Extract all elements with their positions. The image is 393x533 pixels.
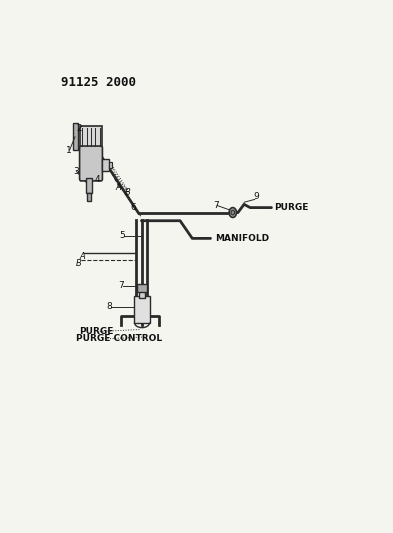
Text: B: B bbox=[125, 188, 130, 197]
Text: PURGE CONTROL: PURGE CONTROL bbox=[76, 334, 162, 343]
Text: 6: 6 bbox=[131, 203, 136, 212]
Bar bbox=[140, 288, 145, 298]
Text: 5: 5 bbox=[119, 231, 125, 240]
Text: B: B bbox=[76, 259, 82, 268]
Bar bbox=[86, 193, 91, 200]
Circle shape bbox=[229, 207, 237, 217]
Text: 91125 2000: 91125 2000 bbox=[61, 76, 136, 89]
Text: 7: 7 bbox=[119, 281, 124, 290]
Text: PURGE: PURGE bbox=[79, 327, 113, 336]
Bar bbox=[86, 177, 92, 193]
Bar bbox=[138, 284, 147, 292]
FancyBboxPatch shape bbox=[79, 146, 103, 181]
Text: A: A bbox=[79, 252, 85, 261]
Text: PURGE: PURGE bbox=[274, 203, 308, 212]
Text: 1: 1 bbox=[66, 146, 72, 155]
Text: 4: 4 bbox=[94, 175, 100, 184]
Text: 2: 2 bbox=[76, 124, 82, 133]
Circle shape bbox=[231, 210, 235, 215]
Bar bbox=[109, 162, 112, 168]
Text: MANIFOLD: MANIFOLD bbox=[215, 234, 269, 243]
Bar bbox=[103, 159, 109, 171]
Text: 3: 3 bbox=[73, 167, 79, 176]
Bar bbox=[73, 124, 78, 150]
Text: 8: 8 bbox=[107, 302, 112, 311]
Text: 7: 7 bbox=[214, 201, 219, 210]
Text: 9: 9 bbox=[253, 191, 259, 200]
Bar bbox=[134, 296, 150, 322]
Text: A: A bbox=[116, 183, 121, 191]
Bar bbox=[79, 125, 103, 148]
